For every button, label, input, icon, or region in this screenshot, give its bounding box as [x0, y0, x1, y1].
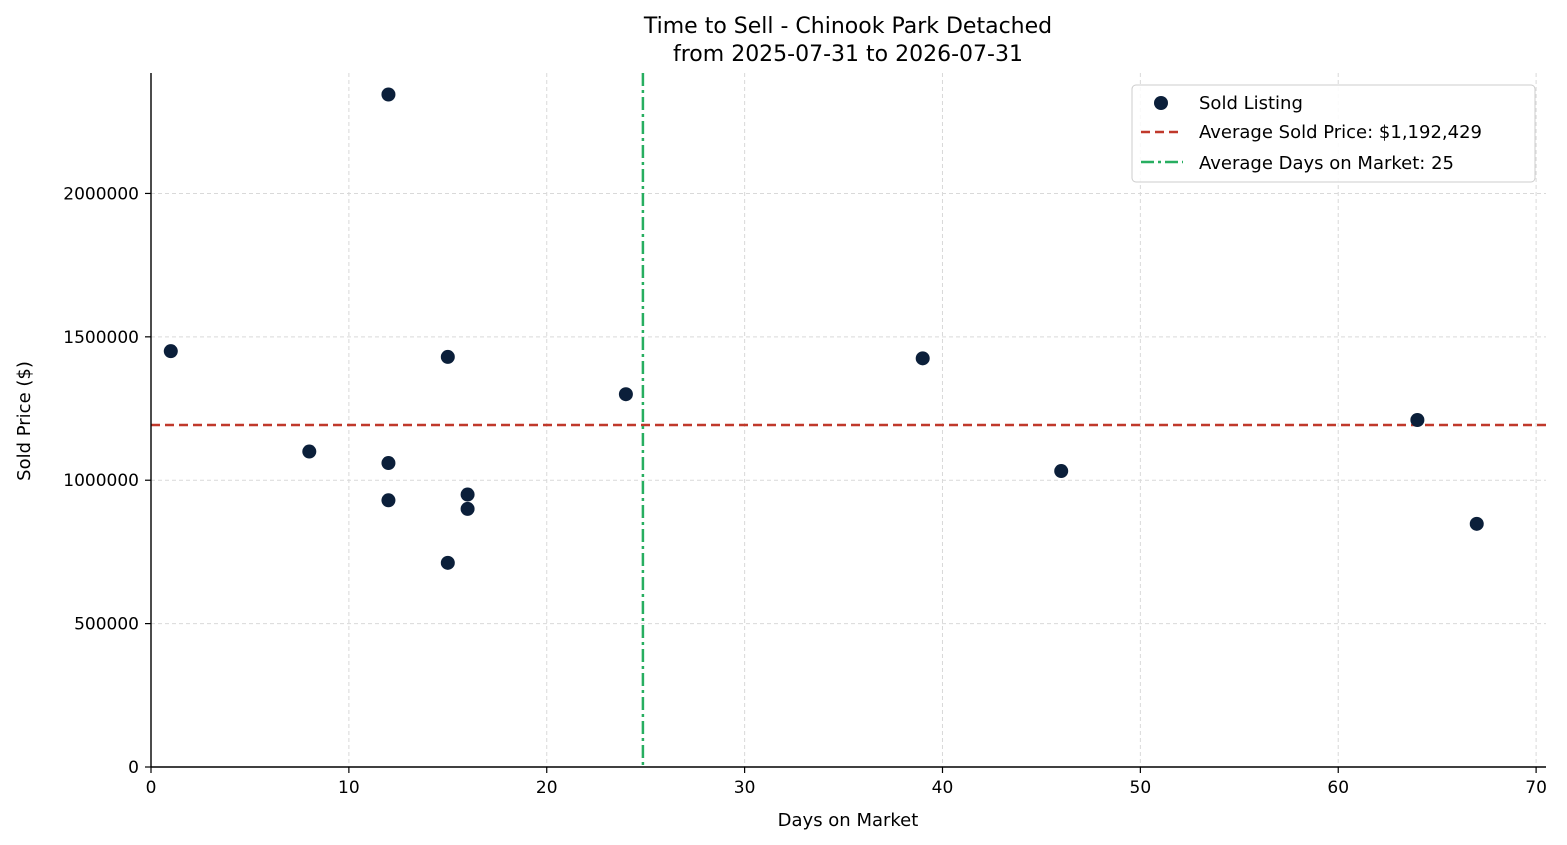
- data-point: [440, 555, 455, 570]
- x-tick-label: 70: [1525, 778, 1547, 798]
- data-point: [618, 387, 633, 402]
- y-tick-label: 2000000: [63, 184, 139, 204]
- reference-lines: [151, 73, 1546, 767]
- x-tick-label: 20: [536, 778, 558, 798]
- y-tick-label: 0: [128, 758, 139, 778]
- data-point: [381, 87, 396, 102]
- legend-frame: [1131, 84, 1536, 183]
- axes: [145, 73, 1546, 773]
- legend-label-average-days: Average Days on Market: 25: [1199, 153, 1454, 174]
- data-point: [440, 349, 455, 364]
- data-point: [381, 456, 396, 471]
- data-point: [1469, 516, 1484, 531]
- data-point: [915, 351, 930, 366]
- x-tick-label: 0: [146, 778, 157, 798]
- chart-subtitle: from 2025-07-31 to 2026-07-31: [673, 42, 1023, 67]
- x-tick-label: 50: [1130, 778, 1152, 798]
- data-point: [460, 487, 475, 502]
- tick-labels: 0 10 20 30 40 50 60 70 0 500000 1000000 1500000 2000…: [63, 184, 1547, 798]
- y-tick-label: 1000000: [63, 471, 139, 491]
- data-points: [163, 87, 1484, 570]
- legend-label-sold-listing: Sold Listing: [1199, 93, 1303, 114]
- y-tick-label: 500000: [74, 615, 139, 635]
- legend-label-average-price: Average Sold Price: $1,192,429: [1199, 122, 1482, 143]
- legend-marker-sold-listing: [1154, 96, 1168, 110]
- data-point: [302, 444, 317, 459]
- data-point: [381, 493, 396, 508]
- data-point: [163, 344, 178, 359]
- x-tick-label: 10: [338, 778, 360, 798]
- data-point: [460, 501, 475, 516]
- data-point: [1054, 464, 1069, 479]
- x-tick-label: 30: [734, 778, 756, 798]
- x-axis-label: Days on Market: [778, 810, 919, 831]
- y-axis-label: Sold Price ($): [14, 361, 35, 481]
- x-tick-label: 40: [932, 778, 954, 798]
- y-tick-label: 1500000: [63, 328, 139, 348]
- x-tick-label: 60: [1327, 778, 1349, 798]
- chart-title: Time to Sell - Chinook Park Detached: [643, 14, 1052, 39]
- legend: Sold Listing Average Sold Price: $1,192,…: [1131, 84, 1536, 183]
- data-point: [1410, 413, 1425, 427]
